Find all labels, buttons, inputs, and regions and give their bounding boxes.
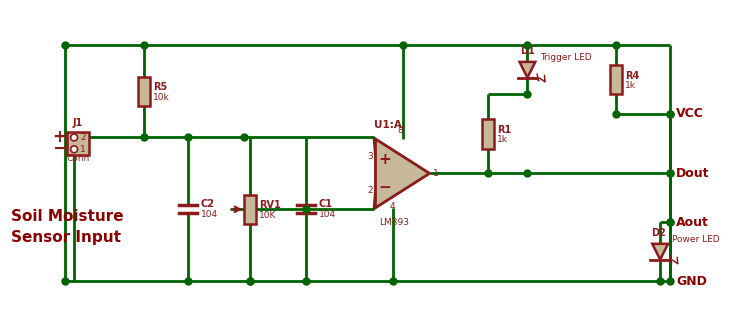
- Text: D2: D2: [651, 228, 665, 238]
- Text: Conn: Conn: [67, 154, 90, 163]
- Polygon shape: [376, 139, 430, 208]
- Text: U1:A: U1:A: [374, 120, 401, 130]
- Text: 4: 4: [390, 202, 395, 211]
- Text: J1: J1: [73, 118, 83, 128]
- Text: +: +: [53, 129, 66, 147]
- Bar: [244, 194, 256, 224]
- Text: Dout: Dout: [676, 167, 710, 180]
- Text: 10k: 10k: [153, 93, 170, 102]
- Text: C2: C2: [201, 199, 215, 209]
- Text: −: −: [378, 179, 391, 195]
- Text: RV1: RV1: [259, 200, 280, 210]
- Text: C1: C1: [319, 199, 333, 209]
- Text: −: −: [52, 140, 67, 158]
- Text: GND: GND: [676, 274, 706, 288]
- Polygon shape: [652, 244, 668, 259]
- Text: 1k: 1k: [497, 135, 508, 144]
- Text: 104: 104: [201, 210, 218, 219]
- Circle shape: [70, 146, 77, 153]
- Bar: [610, 65, 622, 94]
- Text: 2: 2: [367, 186, 373, 195]
- Circle shape: [70, 134, 77, 141]
- Text: R1: R1: [497, 125, 512, 135]
- Text: 8: 8: [398, 126, 404, 135]
- Text: 1k: 1k: [625, 81, 636, 90]
- Text: +: +: [378, 152, 391, 167]
- Text: R4: R4: [625, 71, 639, 81]
- Text: Power LED: Power LED: [672, 235, 719, 244]
- Text: Soil Moisture
Sensor Input: Soil Moisture Sensor Input: [11, 209, 124, 245]
- Text: 10K: 10K: [259, 211, 276, 220]
- Text: LM393: LM393: [380, 218, 410, 227]
- Text: Aout: Aout: [676, 216, 709, 229]
- Text: VCC: VCC: [676, 108, 704, 121]
- Bar: [68, 132, 88, 155]
- Text: 1: 1: [433, 169, 438, 178]
- Text: 104: 104: [319, 210, 336, 219]
- Bar: [482, 119, 494, 149]
- Text: 1: 1: [80, 145, 86, 154]
- Bar: [138, 77, 150, 106]
- Polygon shape: [520, 62, 536, 78]
- Text: R5: R5: [153, 82, 167, 92]
- Text: 2: 2: [80, 133, 86, 142]
- Text: 3: 3: [367, 152, 373, 161]
- Text: D1: D1: [520, 46, 535, 56]
- Text: Trigger LED: Trigger LED: [540, 53, 592, 62]
